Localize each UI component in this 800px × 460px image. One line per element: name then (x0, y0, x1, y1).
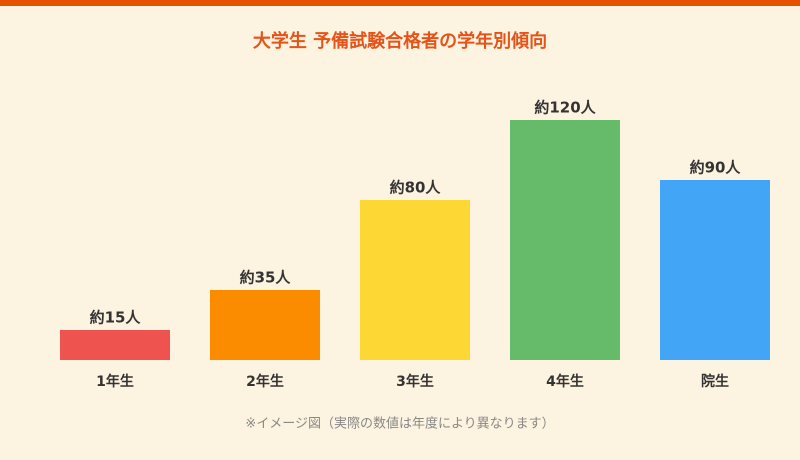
top-border (0, 0, 800, 6)
value-label: 約35人 (240, 269, 292, 287)
x-tick-label: 1年生 (96, 373, 134, 390)
bar (360, 200, 470, 360)
note: ※イメージ図（実際の数値は年度により異なります） (245, 416, 554, 432)
bar (60, 330, 170, 360)
x-tick-label: 4年生 (546, 373, 584, 390)
bar (660, 180, 770, 360)
value-label: 約90人 (690, 159, 742, 177)
x-tick-label: 3年生 (396, 373, 434, 390)
bar (510, 120, 620, 360)
value-label: 約80人 (390, 179, 442, 197)
value-label: 約120人 (534, 99, 596, 117)
value-label: 約15人 (90, 309, 142, 327)
bar (210, 290, 320, 360)
x-tick-label: 2年生 (246, 373, 284, 390)
chart-title: 大学生 予備試験合格者の学年別傾向 (253, 30, 547, 52)
x-tick-label: 院生 (701, 373, 729, 390)
